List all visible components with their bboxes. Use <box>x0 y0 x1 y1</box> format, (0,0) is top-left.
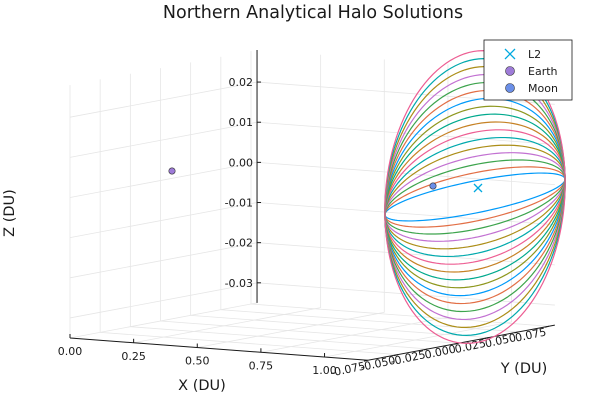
legend-label: L2 <box>528 48 541 61</box>
grid-line-z-back-5 <box>257 81 555 105</box>
halo-orbit-13 <box>384 73 566 321</box>
x-tick-label-0: 0.00 <box>58 345 83 358</box>
halo-orbit-12 <box>384 81 566 313</box>
grid-line-y-floor-3 <box>160 320 459 344</box>
chart-title: Northern Analytical Halo Solutions <box>163 3 463 23</box>
y-tick-mark-5 <box>514 331 519 334</box>
grid-line-x-floor-0 <box>69 302 258 339</box>
y-tick-label-3: 0.000 <box>423 342 457 361</box>
grid-line-z-back-1 <box>257 242 555 266</box>
grid-line-y-floor-1 <box>100 331 399 355</box>
halo-orbit-1 <box>384 166 566 228</box>
earth-marker <box>168 167 176 175</box>
grid-line-z-side-4 <box>69 121 258 158</box>
l2-marker <box>473 183 483 193</box>
y-tick-mark-0 <box>363 359 368 362</box>
legend-label: Moon <box>528 82 558 95</box>
y-tick-label-6: 0.075 <box>514 325 548 344</box>
halo-orbit-2 <box>384 159 566 235</box>
grid-line-z-back-4 <box>257 121 555 145</box>
z-tick-label-1: -0.02 <box>225 237 253 250</box>
legend-symbol-x <box>504 48 516 60</box>
y-tick-label-5: 0.050 <box>484 331 518 350</box>
legend-symbol-circle <box>505 83 515 93</box>
x-axis-label: X (DU) <box>178 378 226 394</box>
y-axis-label: Y (DU) <box>500 361 548 377</box>
legend-item-earth: Earth <box>505 65 558 78</box>
legend-item-l2: L2 <box>504 48 541 61</box>
y-tick-mark-1 <box>393 354 399 357</box>
grid-line-z-side-3 <box>69 161 258 198</box>
x-tick-label-1: 0.25 <box>121 350 146 363</box>
moon-marker <box>429 182 437 190</box>
x-tick-label-2: 0.50 <box>185 355 210 368</box>
grid-line-y-floor-5 <box>220 309 519 333</box>
y-tick-mark-6 <box>544 325 549 328</box>
legend-symbol-circle <box>505 66 515 76</box>
grid-line-z-side-0 <box>69 282 258 319</box>
z-tick-label-2: -0.01 <box>225 197 253 210</box>
grid-line-z-side-1 <box>69 242 258 279</box>
y-tick-label-4: 0.025 <box>454 337 488 356</box>
legend-label: Earth <box>528 65 558 78</box>
x-tick-label-3: 0.75 <box>249 359 274 372</box>
grid-line-y-floor-6 <box>250 303 549 327</box>
axes <box>69 49 555 361</box>
grid-line-z-side-2 <box>69 202 258 239</box>
z-tick-label-0: -0.03 <box>225 277 253 290</box>
grid-line-z-back-3 <box>257 161 555 185</box>
z-axis-label: Z (DU) <box>2 189 18 237</box>
legend-box <box>483 39 573 101</box>
x-tick-label-4: 1.00 <box>312 364 337 377</box>
x-axis-line <box>69 337 368 361</box>
y-tick-mark-4 <box>484 337 489 340</box>
y-tick-label-2: -0.025 <box>389 348 426 368</box>
body-markers <box>168 167 483 193</box>
grid-line-y-floor-4 <box>190 314 489 338</box>
grid-line-z-back-0 <box>257 282 555 306</box>
z-tick-label-5: 0.02 <box>229 76 254 89</box>
halo-orbit-3 <box>384 152 566 242</box>
legend: L2 Earth Moon <box>483 39 573 101</box>
legend-item-moon: Moon <box>505 82 558 95</box>
z-tick-label-3: 0.00 <box>229 156 254 169</box>
y-tick-mark-3 <box>454 342 459 345</box>
halo-orbit-11 <box>384 89 566 305</box>
tick-labels: 0.00 0.25 0.50 0.75 1.00-0.075-0.050-0.0250.… <box>58 76 549 380</box>
grid-line-z-side-5 <box>69 81 258 118</box>
grid-line-y-floor-2 <box>130 326 429 350</box>
grid-line-x-floor-1 <box>133 307 321 344</box>
grid-lines <box>69 49 555 361</box>
y-tick-mark-2 <box>424 348 429 351</box>
z-tick-label-4: 0.01 <box>229 116 254 129</box>
